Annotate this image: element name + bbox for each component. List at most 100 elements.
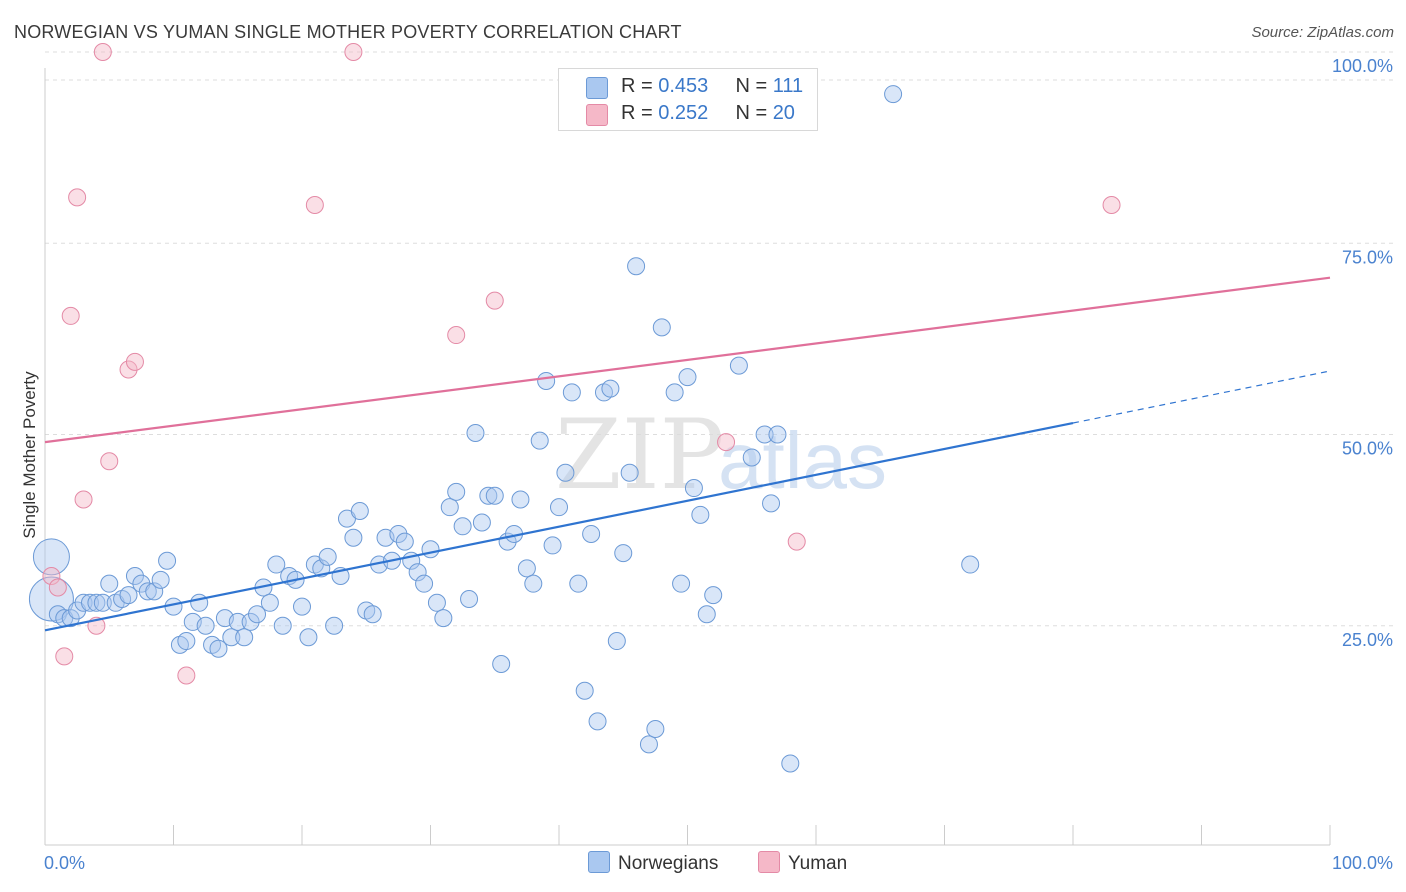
yuman-point — [344, 43, 363, 61]
watermark-zip: ZIP — [555, 399, 724, 511]
norwegians-point — [601, 379, 620, 398]
n-label: N = — [735, 75, 773, 97]
norwegians-point — [492, 655, 511, 673]
watermark-atlas: atlas — [718, 416, 887, 505]
norwegians-point — [485, 486, 504, 505]
yuman-point — [68, 188, 87, 207]
y-axis-label: Single Mother Poverty — [20, 371, 39, 539]
norwegians-point — [273, 616, 292, 635]
norwegians-points — [28, 85, 980, 773]
yuman-point — [100, 452, 119, 471]
norwegians-point — [755, 425, 774, 444]
yuman-trend-line — [44, 276, 1331, 444]
norwegians-point — [517, 559, 536, 578]
norwegians-point — [447, 482, 466, 501]
legend-swatch-norwegians — [588, 851, 610, 873]
grid — [45, 51, 1393, 627]
r-value-yuman: 0.252 — [658, 102, 709, 124]
norwegians-point — [228, 612, 247, 631]
n-value-norwegians: 111 — [772, 75, 804, 97]
norwegians-point — [138, 582, 157, 601]
norwegians-point — [222, 628, 241, 647]
norwegians-point — [61, 609, 80, 628]
norwegians-point — [427, 593, 446, 612]
norwegians-point — [395, 532, 414, 551]
norwegians-point — [614, 544, 633, 563]
r-label: R = — [621, 75, 659, 97]
norwegians-point — [87, 593, 106, 612]
norwegians-point — [537, 371, 556, 390]
norwegians-point — [325, 616, 344, 635]
norwegians-point — [151, 570, 170, 589]
norwegians-point — [125, 567, 144, 586]
norwegians-point — [588, 712, 607, 731]
n-value-yuman: 20 — [772, 102, 795, 124]
norwegians-point — [415, 574, 434, 593]
norwegians-point — [729, 356, 748, 375]
norwegians-point — [678, 368, 697, 387]
norwegians-point — [543, 536, 562, 555]
tick-labels: 25.0% 50.0% 75.0% 100.0% 0.0% 100.0% — [44, 56, 1393, 873]
norwegians-point — [209, 639, 228, 658]
yuman-point — [305, 196, 324, 214]
norwegians-point — [582, 524, 601, 543]
x-tick-label: 0.0% — [44, 853, 85, 873]
y-tick-label: 75.0% — [1342, 247, 1393, 267]
norwegians-point — [479, 486, 498, 505]
norwegians-point — [652, 318, 671, 337]
x-tick-label: 100.0% — [1332, 853, 1393, 873]
norwegians-point — [440, 498, 459, 517]
norwegians-point — [100, 574, 119, 593]
norwegians-point — [562, 383, 581, 402]
norwegians-point — [472, 513, 491, 532]
yuman-point — [119, 360, 138, 379]
legend-item-yuman: Yuman — [758, 851, 847, 875]
norwegians-point — [312, 559, 331, 578]
watermark: ZIP atlas — [555, 399, 887, 511]
legend-item-norwegians: Norwegians — [588, 851, 718, 875]
legend-label-yuman: Yuman — [788, 853, 848, 874]
norwegians-point — [267, 555, 286, 574]
norwegians-point — [511, 490, 530, 509]
yuman-point — [485, 291, 504, 310]
norwegians-point — [575, 681, 594, 700]
chart-title: NORWEGIAN VS YUMAN SINGLE MOTHER POVERTY… — [14, 22, 682, 42]
norwegians-trend-extension — [1072, 370, 1331, 424]
norwegians-point — [781, 754, 800, 773]
yuman-point — [55, 647, 74, 666]
norwegians-point — [389, 524, 408, 543]
norwegians-point — [742, 448, 761, 467]
norwegians-point — [961, 555, 980, 574]
norwegians-point — [363, 605, 382, 624]
yuman-points — [42, 43, 1121, 685]
source-label: Source: ZipAtlas.com — [1251, 24, 1394, 41]
norwegians-point — [293, 597, 311, 616]
yuman-point — [177, 666, 196, 685]
norwegians-point — [344, 528, 363, 547]
norwegians-point — [639, 735, 658, 754]
norwegians-point — [768, 425, 787, 444]
norwegians-point — [145, 582, 164, 601]
norwegians-point — [299, 628, 318, 647]
yuman-point — [42, 567, 61, 586]
norwegians-point — [466, 423, 485, 442]
norwegians-point — [350, 502, 369, 520]
yuman-point — [61, 306, 80, 325]
yuman-point — [125, 352, 144, 371]
yuman-point — [1102, 196, 1121, 214]
norwegians-point — [684, 479, 703, 498]
norwegians-point — [762, 494, 781, 513]
norwegians-point — [177, 632, 196, 651]
norwegians-point — [235, 628, 254, 647]
y-tick-label: 25.0% — [1342, 630, 1393, 650]
trend-lines — [44, 276, 1331, 632]
norwegians-point — [697, 605, 716, 624]
norwegians-point — [408, 563, 427, 582]
norwegians-point — [460, 589, 479, 608]
norwegians-point — [556, 463, 575, 482]
norwegians-point — [158, 551, 177, 570]
norwegians-point — [672, 574, 691, 593]
legend-swatch-norwegians — [586, 77, 608, 99]
yuman-point — [447, 326, 466, 345]
